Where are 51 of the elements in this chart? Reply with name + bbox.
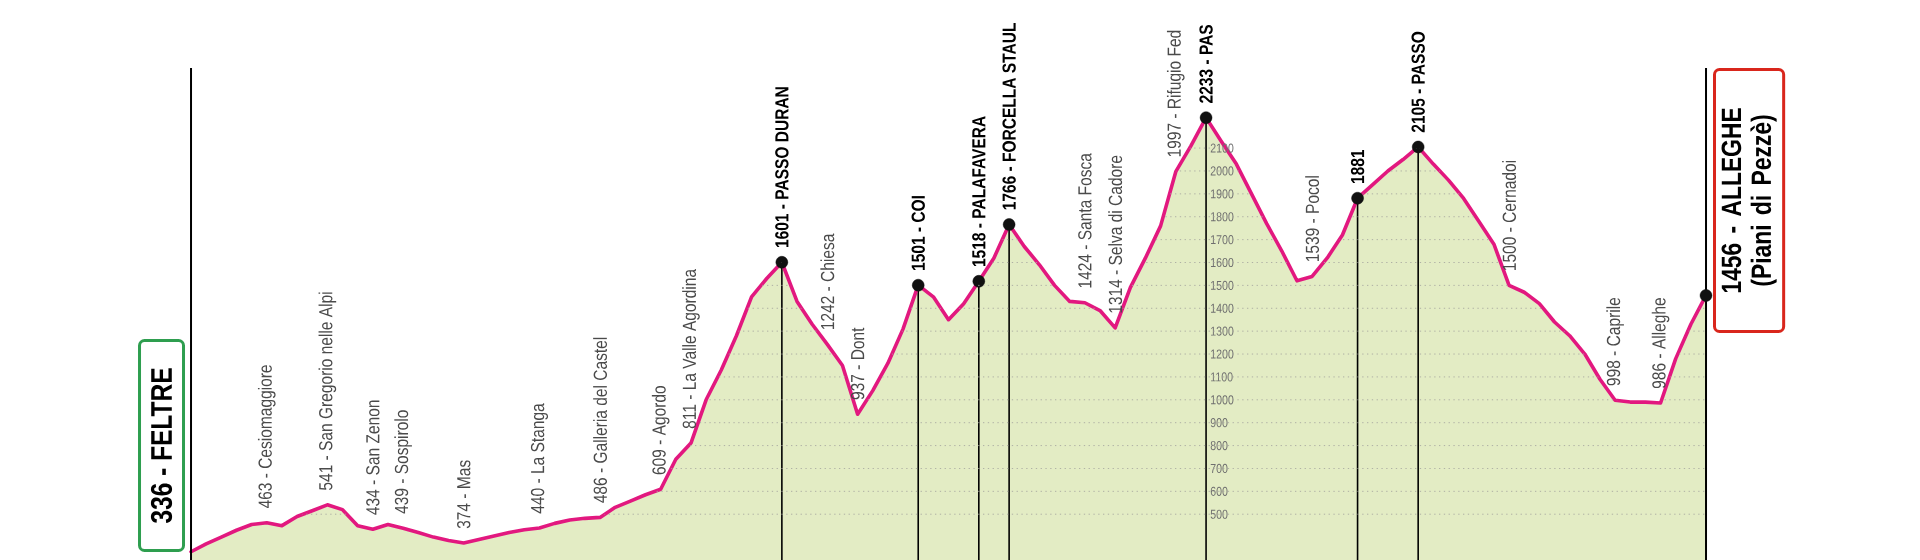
x-tick-label: 374 - Mas [457,460,471,529]
y-tick-label: 900 [1210,418,1228,428]
x-tick-label: 434 - San Zenon [366,400,380,515]
y-tick-label: 1200 [1211,349,1234,359]
text: 1456 - ALLEGHE (Piani di Pezzè) [1721,108,1777,293]
x-tick-label: 463 - Cesiomaggiore [257,365,276,509]
x-tick-label: 1997 - Rifugio Fed [1166,30,1185,157]
x-tick-label: 2233 - PAS [1199,24,1213,103]
x-tick-label: 1539 - Pocol [1305,176,1320,262]
x-tick-label: 1881 [1350,149,1365,184]
y-tick-label: 1800 [1211,212,1234,222]
x-tick-label: 1766 - FORCELLA STAUL [1002,23,1016,210]
x-tick-label: 439 - Sospirolo [394,410,412,514]
point [775,256,789,269]
x-tick-label: 609 - Agordo [651,386,670,475]
x-tick-label: 1501 - COI [911,196,925,270]
x-tick-label: 1242 - Chiesa [820,233,835,330]
x-tick-label: 486 - Galleria del Castel [593,337,608,503]
y-tick-label: 1300 [1211,326,1234,336]
y-tick-label: 1900 [1211,189,1234,199]
x-tick-label: 811 - La Valle Agordina [682,268,700,429]
x-tick-label: 1314 - Selva di Cadore [1108,155,1123,313]
y-tick-label: 1700 [1211,235,1234,245]
y-tick-label: 1100 [1211,372,1233,382]
x-tick-label: 986 - Alleghe [1651,298,1670,389]
x-tick-label: 440 - La Stanga [530,403,549,514]
point [1351,191,1364,205]
x-tick-label: 998 - Caprile [1606,297,1624,386]
x-tick-label: 1424 - Santa Fosca [1078,153,1092,288]
x-tick-label: 2105 - PASSO [1411,31,1425,133]
y-tick-label: 700 [1210,463,1228,474]
point [1699,289,1713,302]
point [1002,218,1016,231]
point [1411,140,1425,154]
x-tick-label: 937 - Dont [850,327,865,400]
x-tick-label: 1518 - PALAFAVERA [972,116,986,267]
point [912,278,925,292]
y-tick-label: 1000 [1211,395,1234,405]
y-tick-label: 2000 [1210,166,1234,176]
x-tick-label: 541 - San Gregorio nelle Alpi [318,292,337,491]
y-tick-label: 600 [1210,486,1228,496]
y-tick-label: 1600 [1211,257,1234,268]
x-tick-label: 1500 - Cernadoi [1502,160,1517,270]
y-tick-label: 800 [1210,440,1228,451]
point [1199,111,1213,124]
text: 336 - FELTRE [150,368,173,523]
y-tick-label: 500 [1210,509,1228,519]
y-tick-label: 1400 [1211,303,1234,313]
x-tick-label: 1601 - PASSO DURAN [775,87,789,248]
point [972,275,986,288]
y-tick-label: 1500 [1211,280,1234,290]
